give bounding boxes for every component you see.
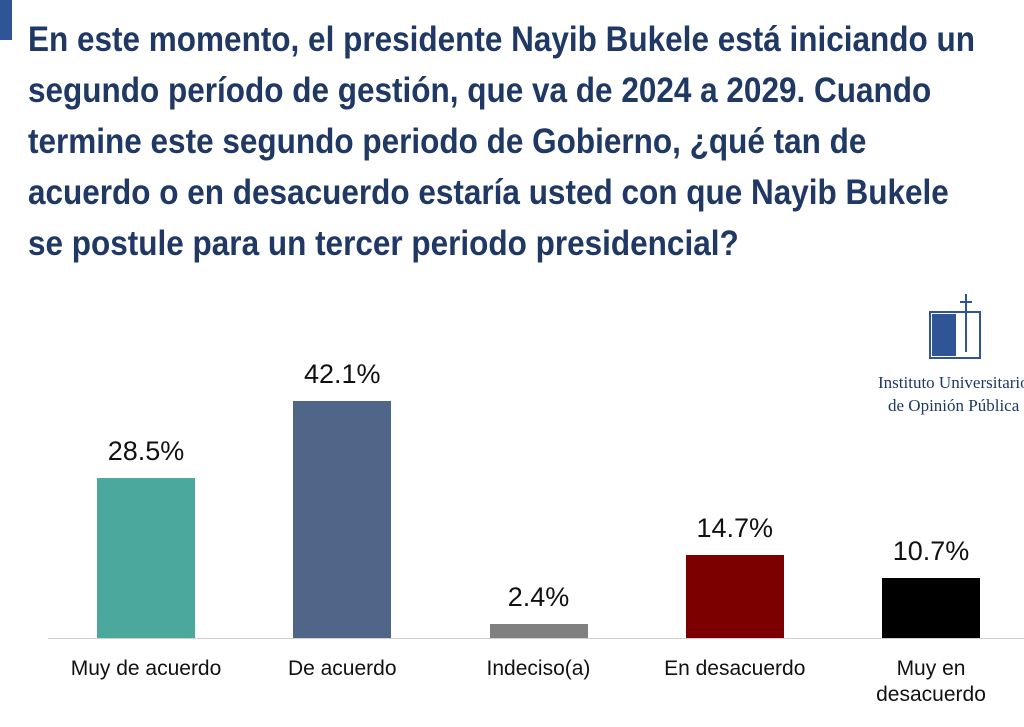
value-label: 42.1% [303, 359, 381, 389]
bar [489, 624, 588, 638]
value-label: 28.5% [107, 435, 185, 466]
corner-accent [0, 0, 12, 40]
category-label: En desacuerdo [664, 657, 806, 680]
logo-icon [929, 294, 981, 359]
logo-text: de Opinión Pública [888, 396, 1020, 415]
category-label: Indeciso(a) [486, 657, 591, 680]
value-label: 10.7% [892, 535, 970, 566]
bar [97, 477, 195, 638]
baseline [48, 638, 1024, 639]
category-label: De acuerdo [287, 657, 397, 680]
category-label: Muy en desacuerdo [876, 657, 986, 706]
chart-title: En este momento, el presidente Nayib Buk… [28, 20, 976, 263]
bar [882, 577, 980, 638]
category-label: Muy de acuerdo [70, 657, 222, 680]
value-label: 2.4% [507, 582, 570, 613]
value-label: 14.7% [696, 513, 774, 544]
bar [293, 401, 392, 638]
bar [685, 555, 784, 638]
logo-text: Instituto Universitario [878, 373, 1024, 392]
